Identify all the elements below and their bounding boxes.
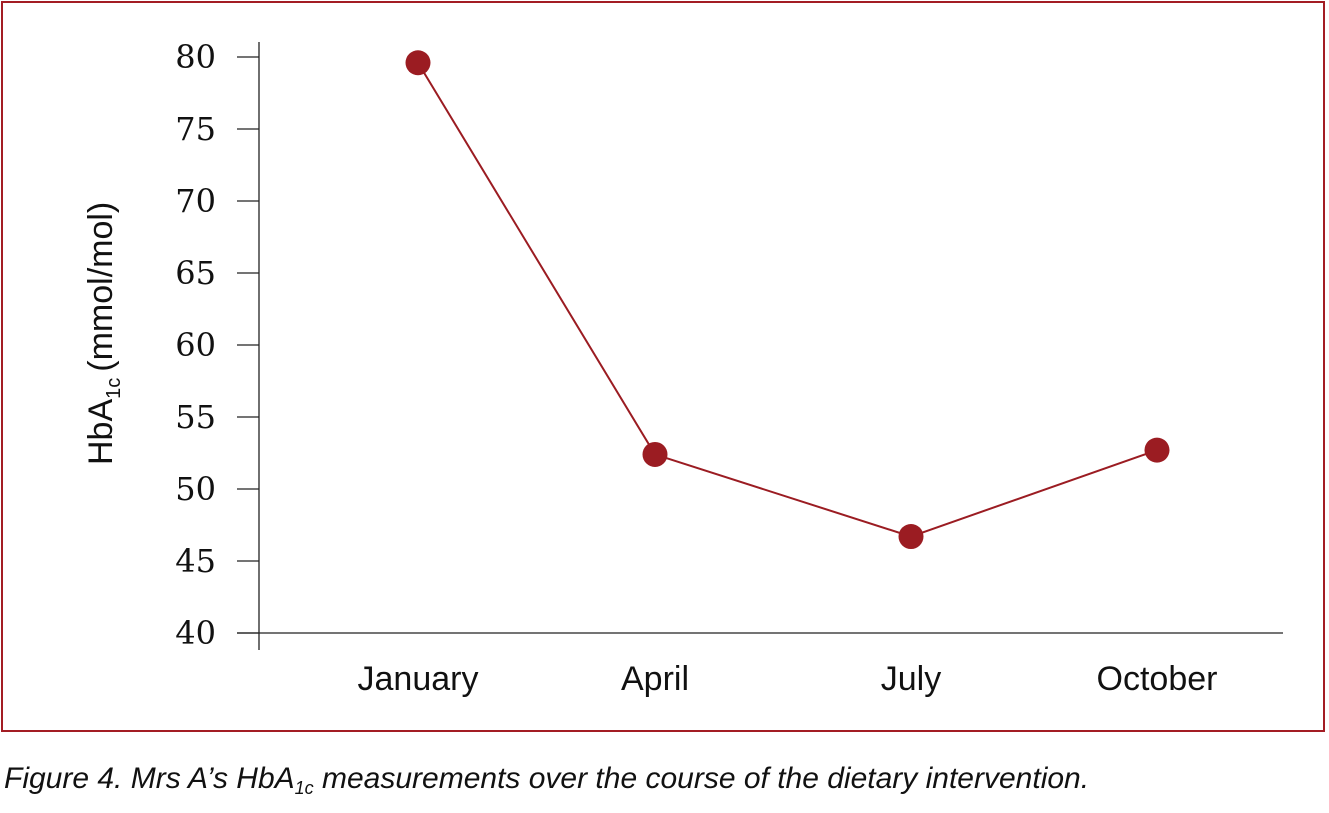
y-axis: 40 45 50 55 60 65 70 75 80	[175, 38, 260, 652]
data-point	[642, 441, 668, 467]
data-point	[1144, 437, 1170, 463]
series-line-group	[405, 50, 1170, 550]
series-line	[417, 62, 1158, 538]
y-axis-label-sub: 1c	[103, 378, 125, 399]
caption-sub: 1c	[294, 778, 314, 798]
y-tick-label: 80	[175, 38, 216, 76]
y-tick-label: 55	[175, 398, 216, 436]
y-axis-label-main: HbA	[82, 399, 120, 465]
y-axis-label: HbA1c (mmol/mol)	[82, 202, 125, 465]
x-axis: January April July October	[237, 632, 1283, 698]
figure-caption: Figure 4. Mrs A’s HbA1c measurements ove…	[4, 762, 1089, 799]
x-tick-label: April	[621, 660, 689, 698]
y-tick-label: 65	[175, 254, 216, 292]
x-tick-label: January	[358, 660, 479, 698]
y-tick-label: 45	[175, 542, 216, 580]
y-tick-label: 40	[175, 614, 216, 652]
x-tick-label: July	[881, 660, 941, 698]
y-tick-label: 60	[175, 326, 216, 364]
y-tick-label: 50	[175, 470, 216, 508]
y-tick-label: 75	[175, 110, 216, 148]
figure-frame	[1, 1, 1325, 732]
line-chart: 40 45 50 55 60 65 70 75 80 January April July Octob…	[82, 38, 1283, 698]
caption-prefix: Figure 4. Mrs A’s HbA	[4, 762, 295, 795]
data-point	[898, 524, 924, 550]
y-axis-label-unit: (mmol/mol)	[82, 202, 120, 372]
caption-suffix: measurements over the course of the diet…	[313, 762, 1090, 795]
x-tick-label: October	[1097, 660, 1218, 698]
y-tick-label: 70	[175, 182, 216, 220]
data-point	[405, 50, 431, 76]
